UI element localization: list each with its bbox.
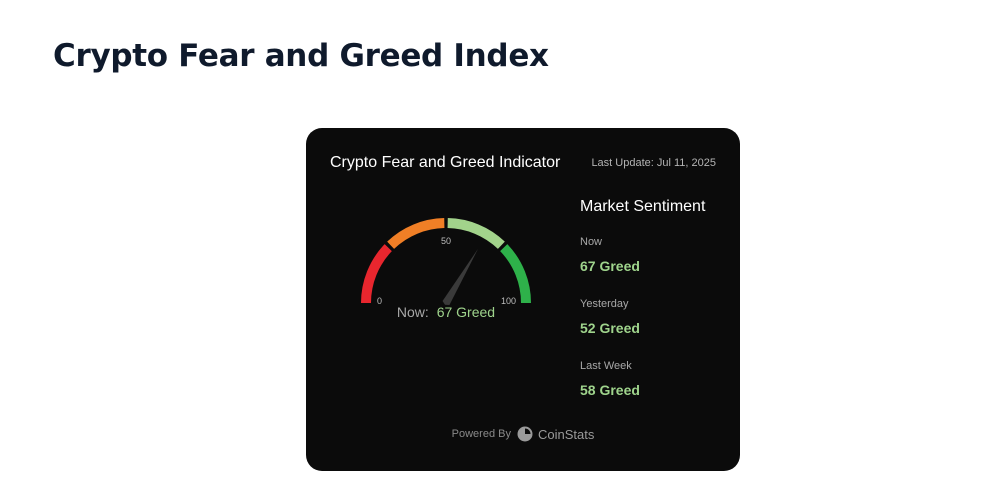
sentiment-item-last-week: Last Week 58 Greed <box>580 360 730 398</box>
gauge-mid-label: 50 <box>441 236 451 246</box>
sentiment-item-now: Now 67 Greed <box>580 236 730 274</box>
coinstats-link[interactable]: CoinStats <box>517 426 594 442</box>
last-update: Last Update: Jul 11, 2025 <box>591 157 716 169</box>
gauge-arc-fear <box>361 244 392 304</box>
widget-title: Crypto Fear and Greed Indicator <box>330 154 561 171</box>
gauge-arc-greed <box>447 218 505 249</box>
gauge-now-value: 67 Greed <box>437 304 495 320</box>
sentiment-heading: Market Sentiment <box>580 198 706 215</box>
gauge: 0 50 100 Now: 67 Greed <box>361 218 531 320</box>
gauge-now-prefix: Now: <box>397 304 429 320</box>
fear-greed-widget: Crypto Fear and Greed Indicator Last Upd… <box>306 128 740 471</box>
sentiment-value: 52 Greed <box>580 320 640 336</box>
sentiment-value: 67 Greed <box>580 258 640 274</box>
sentiment-label: Yesterday <box>580 298 629 310</box>
market-sentiment: Market Sentiment Now 67 Greed Yesterday … <box>580 198 730 422</box>
gauge-now-readout: Now: 67 Greed <box>397 304 495 320</box>
page-title: Crypto Fear and Greed Index <box>53 38 549 74</box>
sentiment-label: Now <box>580 236 603 248</box>
gauge-needle <box>442 248 479 306</box>
sentiment-label: Last Week <box>580 360 632 372</box>
gauge-min-label: 0 <box>377 296 382 306</box>
powered-by-footer: Powered By CoinStats <box>306 426 740 442</box>
gauge-max-label: 100 <box>501 296 516 306</box>
gauge-arc-neutral <box>387 218 445 249</box>
sentiment-item-yesterday: Yesterday 52 Greed <box>580 298 730 336</box>
gauge-arc-extreme-greed <box>500 244 531 304</box>
powered-by-label: Powered By <box>451 428 511 440</box>
coinstats-logo-icon <box>517 426 533 442</box>
sentiment-value: 58 Greed <box>580 382 640 398</box>
coinstats-brand-label: CoinStats <box>537 426 595 442</box>
